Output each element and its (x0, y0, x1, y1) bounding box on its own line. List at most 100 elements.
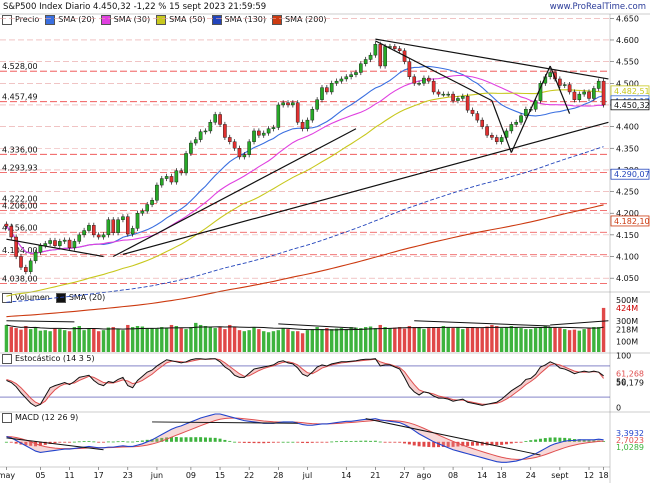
volume-bar (48, 331, 52, 352)
candle-body (281, 102, 285, 106)
volume-bar (388, 328, 392, 352)
legend-swatch (55, 292, 66, 303)
price-legend-item: SMA (20) (45, 14, 95, 25)
volume-bar (315, 327, 319, 352)
volume-bar (208, 327, 213, 352)
candle-body (475, 113, 480, 121)
stoch-legend: Estocástico (14 3 5) (2, 353, 95, 364)
candle-body (480, 119, 485, 127)
candle-body (155, 184, 159, 201)
volume-bar (393, 327, 397, 352)
candle-body (48, 240, 52, 244)
macd-histogram-bar (422, 441, 426, 447)
volume-bar (524, 329, 528, 352)
macd-histogram-bar (461, 441, 465, 447)
stoch-tick-label: 50 (616, 378, 626, 387)
volume-bar (529, 329, 533, 352)
volume-bar (451, 328, 455, 352)
macd-trendline (152, 421, 298, 424)
macd-histogram-bar (213, 437, 217, 442)
volume-bar (198, 324, 203, 352)
macd-histogram-bar (237, 441, 241, 443)
level-label: 4.104,00 (2, 246, 38, 255)
y-tick-label: 4.150 (616, 231, 639, 240)
legend-label: SMA (20) (58, 15, 95, 24)
price-legend: Precio SMA (20) SMA (30) SMA (50) SMA (130) S… (2, 14, 327, 25)
candle-body (53, 240, 57, 246)
volume-bar (359, 328, 363, 352)
legend-label: SMA (130) (224, 15, 267, 24)
candle-body (514, 122, 518, 125)
macd-histogram-bar (349, 441, 353, 442)
volume-bar (402, 328, 407, 352)
macd-histogram-bar (189, 437, 193, 442)
site-link[interactable]: www.ProRealTime.com (549, 2, 646, 12)
candle-body (582, 91, 586, 95)
last-value-box (610, 99, 650, 111)
macd-histogram-bar (456, 441, 460, 447)
x-tick-label: 27 (399, 471, 409, 480)
legend-swatch (2, 292, 12, 303)
legend-label: Estocástico (14 3 5) (15, 354, 95, 363)
candle-body (407, 61, 412, 77)
candle-body (213, 114, 217, 123)
volume-bar (271, 331, 276, 352)
macd-last-label: 3,3932 (616, 429, 644, 438)
stoch-last-label: 56,179 (616, 378, 644, 387)
volume-bar (252, 327, 256, 352)
macd-histogram-bar (77, 441, 81, 443)
candle-body (189, 142, 193, 154)
candle-body (257, 130, 261, 136)
volume-bar (19, 329, 23, 352)
volume-bar (553, 327, 557, 352)
volume-bar (116, 329, 120, 352)
candle-body (504, 130, 509, 138)
legend-swatch (2, 353, 12, 364)
candle-body (528, 109, 533, 111)
candle-body (62, 239, 67, 242)
y-tick-label: 4.600 (616, 36, 639, 45)
macd-histogram-bar (150, 439, 154, 442)
candle-body (72, 241, 77, 249)
volume-bar (567, 330, 572, 352)
x-tick-label: 18 (497, 471, 507, 480)
candle-body (524, 109, 528, 116)
macd-histogram-bar (504, 441, 508, 445)
macd-histogram-bar (58, 441, 62, 443)
macd-histogram-bar (480, 441, 484, 446)
x-tick-label: 15 (215, 471, 225, 480)
candle-body (169, 176, 174, 183)
candle-body (465, 96, 470, 111)
macd-histogram-bar (305, 441, 309, 444)
legend-label: SMA (30) (113, 15, 151, 24)
macd-histogram-bar (169, 437, 173, 442)
macd-last-label: 2,7023 (616, 436, 644, 445)
volume-bar (422, 329, 426, 352)
trendline (375, 38, 609, 80)
legend-label: SMA (20) (68, 293, 106, 302)
macd-histogram-bar (87, 440, 91, 442)
macd-histogram-bar (446, 441, 450, 447)
volume-bar (300, 333, 305, 352)
level-label: 4.156,00 (2, 223, 38, 232)
candle-body (145, 204, 150, 212)
macd-histogram-bar (543, 438, 547, 442)
legend-label: SMA (50) (169, 15, 206, 24)
macd-histogram-bar (427, 441, 431, 447)
candle-body (33, 251, 38, 262)
volume-bar (145, 328, 149, 352)
volume-bar (53, 328, 57, 352)
volume-bar (587, 328, 591, 352)
volume-bar (363, 327, 368, 352)
y-tick-label: 4.500 (616, 79, 639, 88)
x-tick-label: 28 (273, 471, 283, 480)
macd-histogram-bar (24, 441, 28, 446)
macd-histogram-bar (534, 439, 538, 442)
macd-histogram-bar (271, 441, 275, 443)
candle-body (19, 256, 23, 268)
macd-histogram-bar (252, 441, 256, 444)
macd-histogram-bar (9, 441, 13, 443)
last-value-box (610, 95, 650, 107)
volume-bar (344, 329, 348, 352)
